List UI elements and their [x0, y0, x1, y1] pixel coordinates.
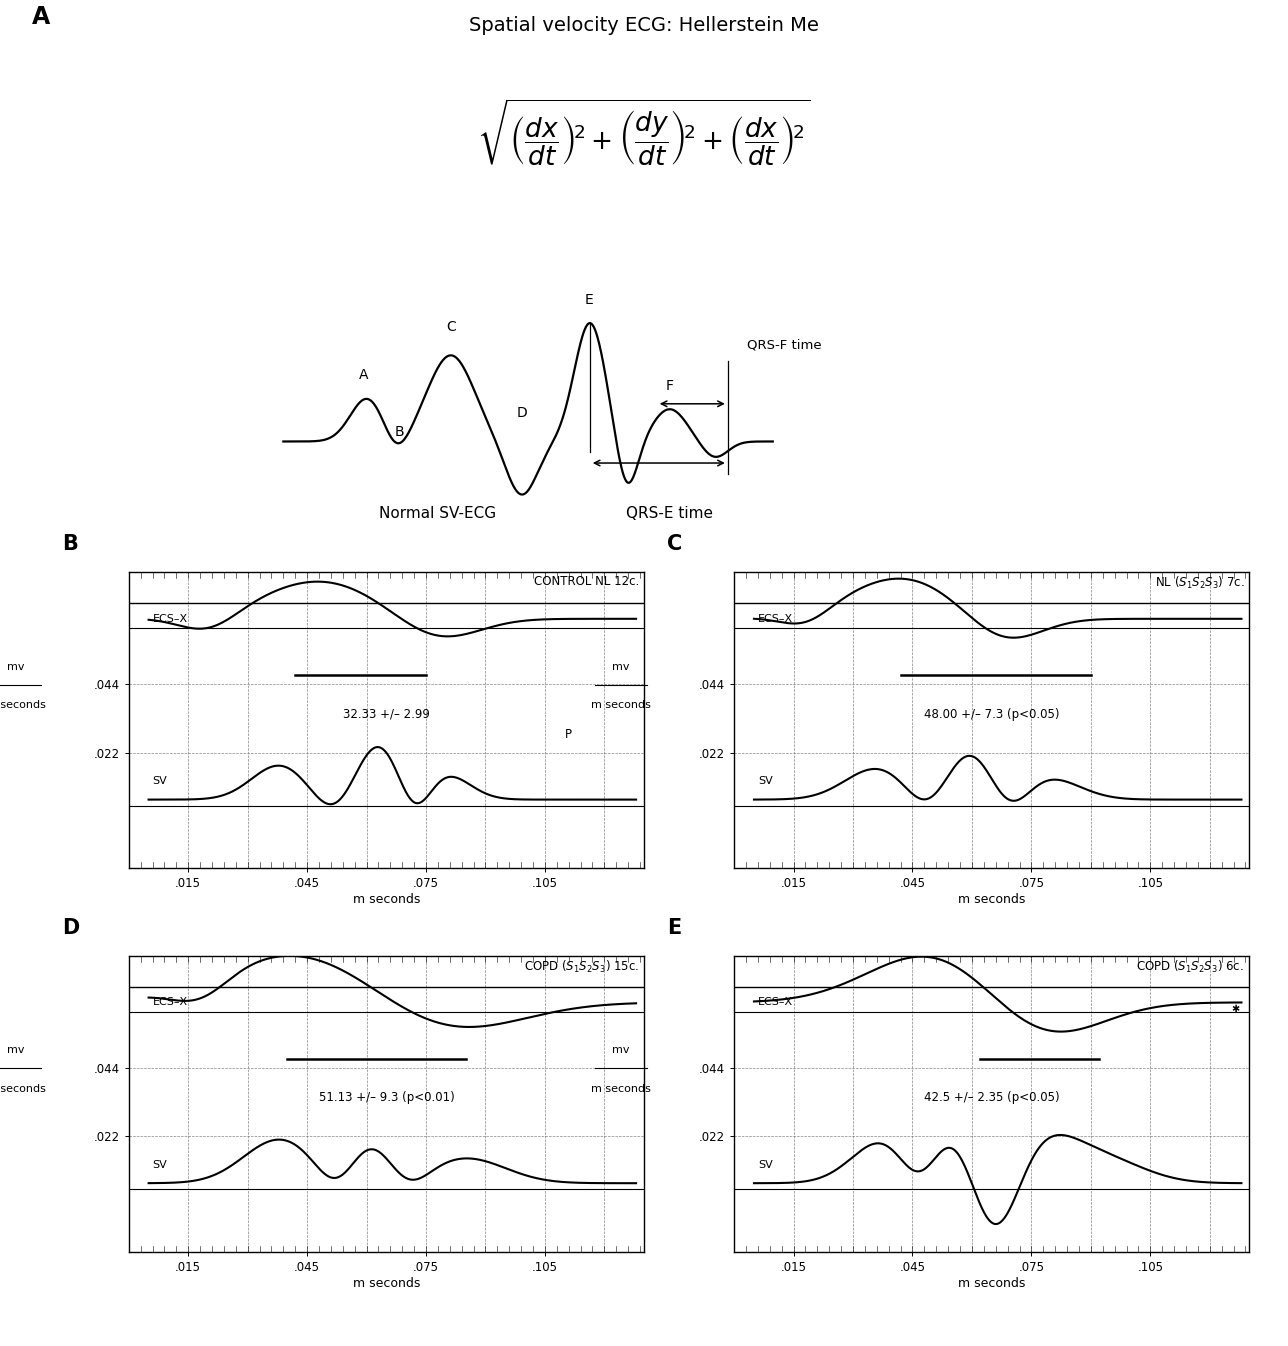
Text: m seconds: m seconds	[591, 1084, 650, 1094]
Text: Spatial velocity ECG: Hellerstein Me: Spatial velocity ECG: Hellerstein Me	[469, 16, 819, 35]
Text: A: A	[358, 369, 368, 382]
X-axis label: m seconds: m seconds	[353, 892, 420, 906]
Text: 42.5 +/– 2.35 (p<0.05): 42.5 +/– 2.35 (p<0.05)	[923, 1092, 1060, 1104]
Text: B: B	[394, 425, 404, 439]
Text: $\sqrt{\left(\dfrac{dx}{dt}\right)^{\!2}+\left(\dfrac{dy}{dt}\right)^{\!2}+\left: $\sqrt{\left(\dfrac{dx}{dt}\right)^{\!2}…	[477, 97, 811, 168]
Text: NL ($S_1S_2S_3$) 7c.: NL ($S_1S_2S_3$) 7c.	[1154, 575, 1244, 591]
Text: ECS–X: ECS–X	[152, 614, 188, 623]
Text: F: F	[666, 380, 674, 393]
Text: SV: SV	[757, 775, 773, 786]
Text: ECS–X: ECS–X	[757, 997, 793, 1007]
Text: m seconds: m seconds	[0, 700, 45, 711]
Text: mv: mv	[6, 1046, 24, 1055]
Text: SV: SV	[757, 1159, 773, 1170]
Text: QRS-E time: QRS-E time	[626, 506, 714, 521]
Text: mv: mv	[6, 662, 24, 672]
Text: E: E	[585, 293, 592, 307]
Text: ECS–X: ECS–X	[757, 614, 793, 623]
Text: 32.33 +/– 2.99: 32.33 +/– 2.99	[343, 708, 430, 720]
Text: D: D	[62, 918, 79, 938]
Text: ECS–X: ECS–X	[152, 997, 188, 1007]
Text: QRS-F time: QRS-F time	[747, 338, 822, 351]
Text: Normal SV-ECG: Normal SV-ECG	[380, 506, 496, 521]
Text: 48.00 +/– 7.3 (p<0.05): 48.00 +/– 7.3 (p<0.05)	[923, 708, 1060, 720]
Text: m seconds: m seconds	[0, 1084, 45, 1094]
Text: mv: mv	[612, 662, 630, 672]
Text: CONTROL NL 12c.: CONTROL NL 12c.	[533, 575, 639, 588]
Text: 51.13 +/– 9.3 (p<0.01): 51.13 +/– 9.3 (p<0.01)	[318, 1092, 455, 1104]
Text: P: P	[564, 728, 572, 740]
X-axis label: m seconds: m seconds	[958, 892, 1025, 906]
Text: SV: SV	[152, 1159, 167, 1170]
X-axis label: m seconds: m seconds	[353, 1276, 420, 1289]
Text: mv: mv	[612, 1046, 630, 1055]
Text: D: D	[516, 406, 527, 420]
X-axis label: m seconds: m seconds	[958, 1276, 1025, 1289]
Text: E: E	[667, 918, 681, 938]
Text: SV: SV	[152, 775, 167, 786]
Text: B: B	[62, 534, 77, 555]
Text: COPD ($S_1S_2S_3$) 6c.: COPD ($S_1S_2S_3$) 6c.	[1136, 958, 1244, 975]
Text: COPD ($S_1S_2S_3$) 15c.: COPD ($S_1S_2S_3$) 15c.	[524, 958, 639, 975]
Text: m seconds: m seconds	[591, 700, 650, 711]
Text: ✱: ✱	[1231, 1004, 1239, 1014]
Text: C: C	[667, 534, 683, 555]
Text: A: A	[32, 5, 50, 30]
Text: C: C	[446, 320, 456, 334]
